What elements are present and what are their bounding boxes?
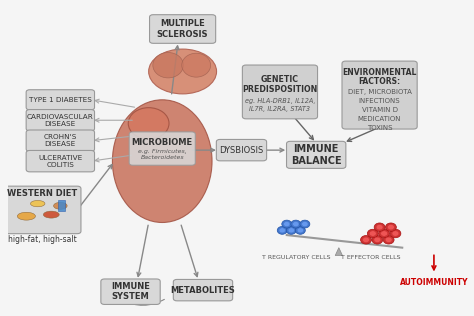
Ellipse shape (300, 220, 310, 228)
Text: MICROBIOME: MICROBIOME (132, 138, 193, 147)
Ellipse shape (376, 225, 383, 230)
Ellipse shape (30, 200, 45, 207)
Polygon shape (335, 248, 342, 256)
Ellipse shape (277, 227, 287, 234)
Ellipse shape (282, 220, 292, 228)
Text: FACTORS:: FACTORS: (358, 77, 401, 86)
Ellipse shape (43, 211, 59, 218)
Ellipse shape (279, 228, 285, 233)
Text: TOXINS: TOXINS (367, 125, 392, 131)
Ellipse shape (363, 237, 369, 242)
Ellipse shape (295, 227, 305, 234)
Ellipse shape (283, 222, 290, 227)
Ellipse shape (388, 225, 394, 230)
FancyBboxPatch shape (26, 150, 94, 172)
Ellipse shape (18, 212, 36, 220)
FancyBboxPatch shape (26, 110, 94, 131)
Ellipse shape (153, 52, 183, 78)
Text: CARDIOVASCULAR
DISEASE: CARDIOVASCULAR DISEASE (27, 114, 94, 127)
FancyBboxPatch shape (26, 130, 94, 151)
Ellipse shape (291, 220, 301, 228)
Ellipse shape (390, 229, 401, 238)
FancyBboxPatch shape (216, 139, 266, 161)
Text: eg. HLA-DRB1, IL12A,: eg. HLA-DRB1, IL12A, (245, 98, 315, 104)
FancyBboxPatch shape (3, 186, 81, 234)
Ellipse shape (383, 235, 394, 244)
Ellipse shape (361, 235, 372, 244)
Text: METABOLITES: METABOLITES (171, 286, 236, 295)
Text: MEDICATION: MEDICATION (358, 116, 401, 122)
Ellipse shape (385, 237, 392, 242)
Text: ENVIRONMENTAL: ENVIRONMENTAL (342, 68, 417, 77)
Text: T EFFECTOR CELLS: T EFFECTOR CELLS (341, 255, 400, 260)
Ellipse shape (385, 223, 396, 231)
Ellipse shape (374, 223, 385, 231)
FancyBboxPatch shape (242, 65, 318, 119)
Ellipse shape (374, 237, 381, 242)
FancyBboxPatch shape (173, 279, 233, 301)
FancyBboxPatch shape (342, 61, 417, 129)
Ellipse shape (369, 231, 376, 236)
FancyBboxPatch shape (26, 90, 94, 110)
Text: AUTOIMMUNITY: AUTOIMMUNITY (400, 278, 468, 287)
Text: INFECTIONS: INFECTIONS (359, 98, 401, 104)
Bar (58, 199, 65, 211)
Ellipse shape (301, 222, 308, 227)
Text: IMMUNE
SYSTEM: IMMUNE SYSTEM (111, 282, 150, 301)
Ellipse shape (372, 235, 383, 244)
FancyBboxPatch shape (101, 279, 160, 304)
Ellipse shape (292, 222, 299, 227)
Ellipse shape (379, 229, 390, 238)
Text: IL7R, IL2RA, STAT3: IL7R, IL2RA, STAT3 (249, 106, 310, 112)
Text: T REGULATORY CELLS: T REGULATORY CELLS (262, 255, 330, 260)
Text: MULTIPLE
SCLEROSIS: MULTIPLE SCLEROSIS (157, 19, 209, 39)
Text: e.g. Firmicutes,
Bacteroidetes: e.g. Firmicutes, Bacteroidetes (138, 149, 187, 160)
Text: VITAMIN D: VITAMIN D (362, 107, 398, 113)
Text: CROHN'S
DISEASE: CROHN'S DISEASE (44, 134, 77, 147)
Text: TYPE 1 DIABETES: TYPE 1 DIABETES (29, 97, 92, 103)
Text: PREDISPOSITION: PREDISPOSITION (242, 85, 318, 94)
Ellipse shape (182, 53, 210, 77)
Ellipse shape (128, 108, 169, 139)
Ellipse shape (149, 49, 217, 94)
Text: DIET, MICROBIOTA: DIET, MICROBIOTA (347, 89, 411, 95)
Text: high-fat, high-salt: high-fat, high-salt (8, 235, 77, 244)
Text: ULCERATIVE
COLITIS: ULCERATIVE COLITIS (38, 155, 82, 168)
FancyBboxPatch shape (150, 15, 216, 43)
Ellipse shape (112, 100, 212, 222)
Text: DYSBIOSIS: DYSBIOSIS (219, 146, 264, 155)
Text: IMMUNE
BALANCE: IMMUNE BALANCE (291, 144, 341, 166)
Ellipse shape (381, 231, 388, 236)
Ellipse shape (392, 231, 399, 236)
Text: GENETIC: GENETIC (261, 75, 299, 84)
Ellipse shape (367, 229, 378, 238)
Text: WESTERN DIET: WESTERN DIET (7, 189, 77, 198)
Ellipse shape (54, 202, 67, 209)
Ellipse shape (297, 228, 303, 233)
Ellipse shape (288, 228, 294, 233)
FancyBboxPatch shape (286, 141, 346, 168)
FancyBboxPatch shape (129, 132, 195, 165)
Ellipse shape (286, 227, 296, 234)
FancyArrowPatch shape (123, 299, 164, 305)
